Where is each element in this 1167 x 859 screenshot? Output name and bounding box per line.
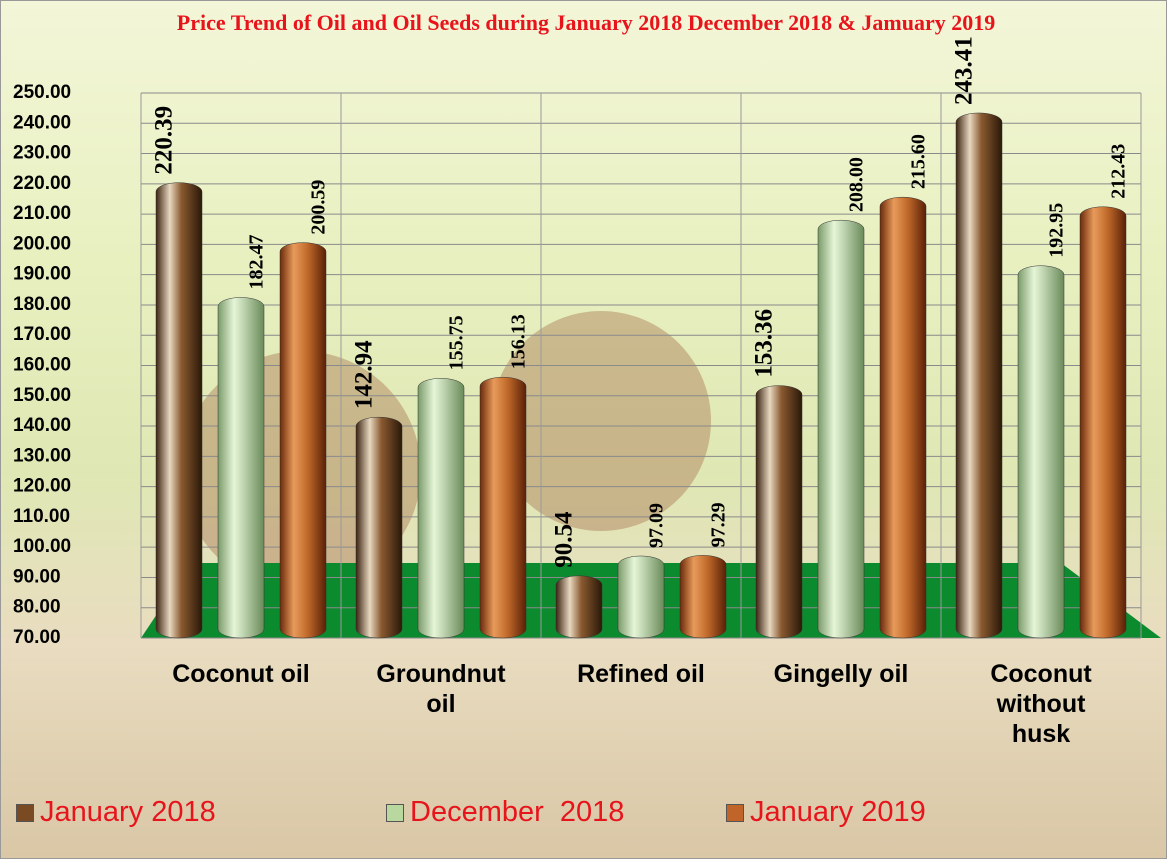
legend-label: December 2018 [410, 796, 625, 828]
data-label: 90.54 [551, 511, 578, 568]
bar [155, 182, 203, 639]
y-tick-label: 200.00 [13, 233, 71, 254]
x-tick-label: Gingelly oil [773, 660, 909, 688]
bar [755, 385, 803, 639]
y-tick-label: 130.00 [13, 445, 71, 466]
bar [817, 219, 865, 639]
bar [279, 242, 327, 639]
data-label: 200.59 [308, 180, 330, 235]
bar [679, 555, 727, 639]
y-tick-label: 110.00 [13, 506, 70, 527]
y-tick-label: 170.00 [13, 324, 71, 345]
bar [555, 575, 603, 639]
y-tick-label: 250.00 [13, 82, 71, 103]
data-label: 192.95 [1046, 203, 1068, 258]
data-label: 208.00 [846, 157, 868, 212]
data-label: 155.75 [446, 315, 468, 370]
y-tick-label: 240.00 [13, 112, 71, 133]
data-label: 97.09 [646, 503, 668, 548]
data-label: 215.60 [908, 134, 930, 189]
legend-swatch [726, 803, 744, 822]
y-tick-label: 150.00 [13, 385, 71, 406]
x-tick-label: Groundnut oil [376, 660, 506, 718]
x-tick-label: Refined oil [577, 660, 705, 688]
data-label: 243.41 [951, 36, 978, 105]
data-label: 220.39 [151, 106, 178, 175]
y-tick-label: 220.00 [13, 173, 71, 194]
bar [1017, 265, 1065, 639]
legend-label: January 2018 [40, 796, 216, 828]
legend-swatch [16, 803, 34, 822]
y-tick-label: 210.00 [13, 203, 71, 224]
y-tick-label: 70.00 [13, 627, 61, 648]
data-label: 97.29 [708, 502, 730, 547]
legend-item: January 2018 [16, 796, 216, 829]
bar [417, 378, 465, 639]
y-tick-label: 120.00 [13, 476, 71, 497]
data-label: 153.36 [751, 309, 778, 378]
bar [1079, 206, 1127, 639]
bar [617, 555, 665, 639]
legend-item: December 2018 [386, 796, 624, 829]
y-tick-label: 140.00 [13, 415, 71, 436]
y-tick-label: 160.00 [13, 355, 71, 376]
data-label: 156.13 [508, 314, 530, 369]
legend-swatch [386, 803, 404, 822]
legend-item: January 2019 [726, 796, 926, 829]
y-tick-label: 180.00 [13, 294, 71, 315]
y-tick-label: 80.00 [13, 597, 61, 618]
y-tick-label: 190.00 [13, 264, 71, 285]
legend-label: January 2019 [750, 796, 926, 828]
y-tick-label: 100.00 [13, 536, 71, 557]
data-label: 182.47 [246, 234, 268, 289]
x-tick-label: Coconut without husk [990, 660, 1092, 748]
bar [479, 376, 527, 639]
bar [217, 297, 265, 639]
chart-title: Price Trend of Oil and Oil Seeds during … [176, 10, 996, 35]
bar [879, 196, 927, 639]
y-tick-label: 230.00 [13, 143, 71, 164]
bar [955, 112, 1003, 639]
bar [355, 416, 403, 639]
x-tick-label: Coconut oil [172, 660, 310, 688]
data-label: 212.43 [1108, 144, 1130, 199]
data-label: 142.94 [351, 340, 378, 409]
y-tick-label: 90.00 [13, 566, 61, 587]
